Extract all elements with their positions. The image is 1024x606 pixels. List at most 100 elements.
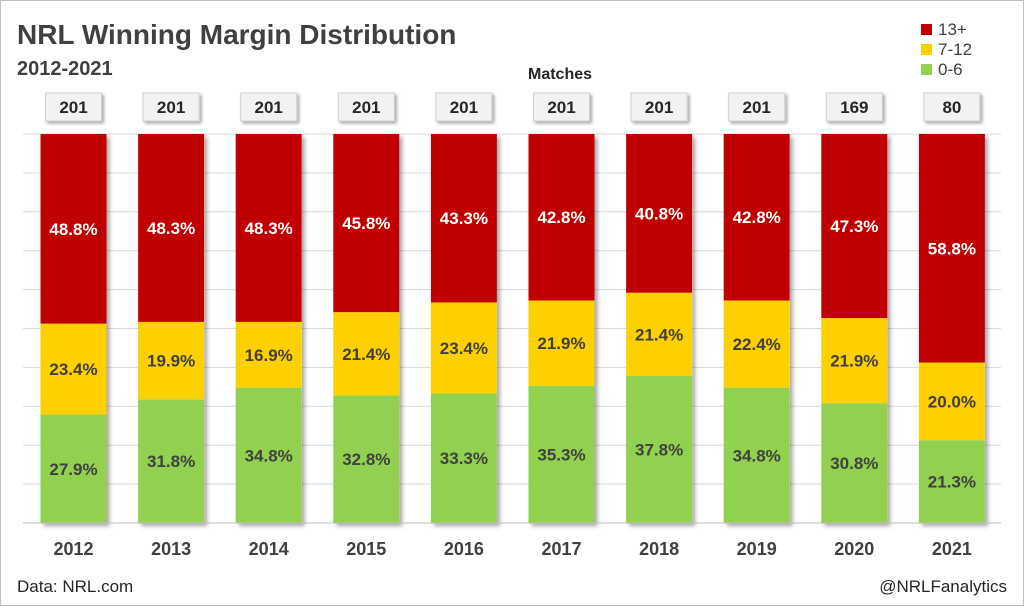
bar-segment-0-6 [918, 440, 985, 523]
legend-item: 0-6 [921, 60, 963, 79]
chart-subtitle: 2012-2021 [17, 58, 113, 80]
bar-segment-0-6 [138, 399, 205, 523]
data-label: 31.8% [147, 452, 195, 471]
match-count-box [240, 92, 298, 122]
match-count-box [533, 92, 590, 122]
data-label: 42.8% [733, 208, 781, 227]
match-count-box [142, 92, 200, 122]
legend-item: 7-12 [921, 40, 972, 59]
bar-segment-7-12 [821, 317, 888, 404]
bar-segment-13+ [821, 134, 888, 318]
data-label: 23.4% [49, 360, 97, 379]
x-tick-label: 2018 [639, 539, 679, 559]
data-label: 16.9% [245, 346, 293, 365]
legend-item: 13+ [921, 20, 967, 39]
legend-swatch [921, 44, 932, 55]
data-label: 20.0% [928, 392, 976, 411]
legend-swatch [921, 24, 932, 35]
data-label: 21.4% [635, 325, 683, 344]
bar-segment-13+ [40, 134, 107, 324]
match-count-label: 201 [645, 98, 673, 117]
bar-column: 37.8% 21.4% 40.8% [626, 134, 693, 523]
match-count-label: 201 [743, 98, 771, 117]
match-count-box [825, 92, 883, 122]
bar-segment-0-6 [430, 393, 497, 523]
bar-segment-0-6 [333, 395, 400, 523]
bar-column: 27.9% 23.4% 48.8% [40, 134, 107, 523]
data-label: 40.8% [635, 204, 683, 223]
data-label: 37.8% [635, 440, 683, 459]
x-tick-label: 2015 [346, 539, 386, 559]
bar-segment-13+ [723, 134, 790, 301]
data-label: 21.4% [342, 345, 390, 364]
match-count-label: 201 [547, 98, 575, 117]
bar-segment-7-12 [723, 300, 790, 388]
bar-segment-13+ [626, 134, 693, 293]
match-count-label: 201 [352, 98, 380, 117]
match-count-label: 169 [840, 98, 868, 117]
source-note: Data: NRL.com [17, 577, 133, 596]
x-tick-label: 2017 [541, 539, 581, 559]
match-count-label: 201 [59, 98, 87, 117]
data-label: 21.9% [830, 352, 878, 371]
match-count-box [435, 92, 493, 122]
data-label: 32.8% [342, 450, 390, 469]
match-count-label: 201 [255, 98, 283, 117]
bar-segment-7-12 [430, 302, 497, 394]
bar-segment-7-12 [40, 323, 107, 415]
bar-column: 32.8% 21.4% 45.8% [333, 134, 400, 523]
credit-note: @NRLFanalytics [879, 577, 1007, 596]
data-label: 21.3% [928, 473, 976, 492]
x-tick-label: 2013 [151, 539, 191, 559]
bar-column: 34.8% 22.4% 42.8% [723, 134, 790, 523]
bars: 27.9% 23.4% 48.8% 31.8% 19.9% 48.3% 34.8% 16.9%… [40, 134, 985, 523]
data-label: 33.3% [440, 449, 488, 468]
data-label: 34.8% [245, 446, 293, 465]
data-label: 22.4% [733, 335, 781, 354]
match-count-label: 201 [157, 98, 185, 117]
data-label: 23.4% [440, 339, 488, 358]
bar-column: 21.3% 20.0% 58.8% [918, 134, 985, 523]
data-label: 30.8% [830, 454, 878, 473]
bar-column: 35.3% 21.9% 42.8% [528, 134, 595, 523]
data-label: 48.3% [147, 219, 195, 238]
matches-label: Matches [528, 66, 592, 83]
data-label: 21.9% [537, 334, 585, 353]
match-count-box [337, 92, 395, 122]
match-count-label: 80 [942, 98, 961, 117]
chart-title: NRL Winning Margin Distribution [17, 19, 456, 50]
legend: 13+7-120-6 [921, 20, 972, 79]
match-count-box [630, 92, 688, 122]
legend-label: 13+ [938, 20, 967, 39]
legend-label: 7-12 [938, 40, 972, 59]
bar-segment-0-6 [723, 387, 790, 523]
match-count-box [923, 92, 981, 122]
bar-segment-7-12 [626, 292, 693, 376]
legend-label: 0-6 [938, 60, 963, 79]
bar-segment-0-6 [626, 375, 693, 523]
bar-segment-13+ [235, 134, 302, 322]
bar-segment-0-6 [528, 385, 595, 523]
data-label: 47.3% [830, 217, 878, 236]
data-label: 19.9% [147, 352, 195, 371]
bar-segment-13+ [918, 134, 985, 363]
x-tick-label: 2016 [444, 539, 484, 559]
data-label: 48.8% [49, 220, 97, 239]
data-label: 35.3% [537, 445, 585, 464]
bar-segment-0-6 [235, 387, 302, 523]
bar-segment-7-12 [528, 300, 595, 386]
match-count-box [728, 92, 786, 122]
bar-segment-7-12 [138, 321, 205, 400]
bar-segment-0-6 [821, 403, 888, 523]
data-label: 45.8% [342, 214, 390, 233]
bar-segment-13+ [528, 134, 595, 301]
bar-column: 31.8% 19.9% 48.3% [138, 134, 205, 523]
x-tick-label: 2012 [53, 539, 93, 559]
data-label: 34.8% [733, 446, 781, 465]
match-count-label: 201 [450, 98, 478, 117]
bar-column: 30.8% 21.9% 47.3% [821, 134, 888, 523]
bar-segment-7-12 [333, 312, 400, 396]
bar-segment-13+ [138, 134, 205, 322]
